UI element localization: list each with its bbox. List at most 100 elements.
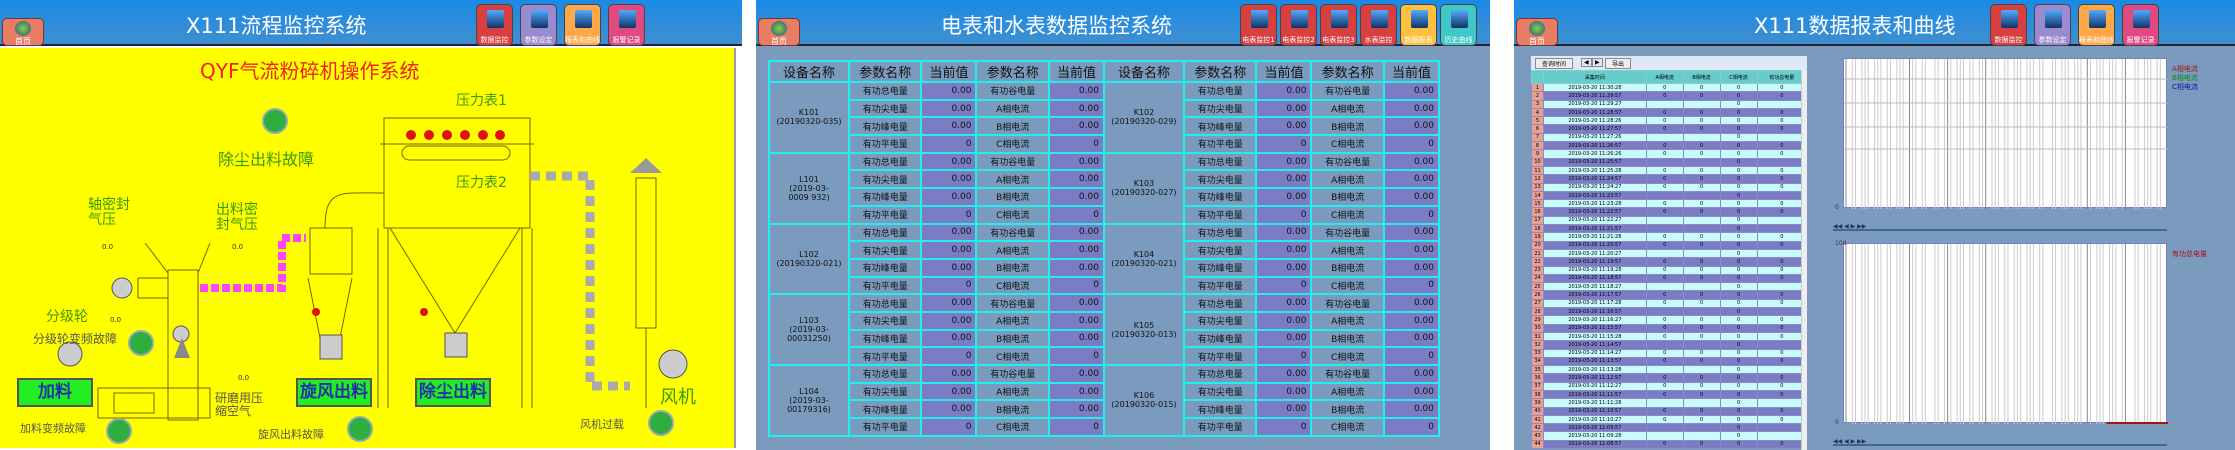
table-row[interactable]: 24 2019-03-20 11:18:57 0 0 0 0 <box>1531 273 1808 284</box>
nav-button-2[interactable]: 报表和曲线 <box>564 4 601 46</box>
table-row[interactable]: 3 2019-03-20 11:29:27 0 <box>1531 99 1808 109</box>
row-number: 2 <box>1531 91 1544 101</box>
nav-button-1[interactable]: 电表监控2 <box>1280 4 1317 46</box>
export-button[interactable]: 导出 <box>1605 58 1632 69</box>
param-name: 有功平电量 <box>847 417 923 437</box>
nav-icon <box>2133 10 2150 28</box>
table-row[interactable]: 41 2019-03-20 11:10:27 0 0 0 0 <box>1531 414 1808 425</box>
table-row[interactable]: 1 2019-03-20 11:30:28 0 0 0 0 <box>1531 82 1808 93</box>
table-row[interactable]: 8 2019-03-20 11:26:57 0 0 0 0 <box>1531 141 1808 151</box>
row-number: 21 <box>1531 248 1544 259</box>
chart-navigation-bar[interactable]: ◀◀ ◀ ▶ ▶▶ <box>1833 438 2167 446</box>
table-row[interactable]: 11 2019-03-20 11:25:28 0 0 0 0 <box>1531 165 1808 176</box>
row-number: 25 <box>1531 282 1544 292</box>
nav-button-0[interactable]: 电表监控1 <box>1240 4 1277 46</box>
table-row[interactable]: 38 2019-03-20 11:11:57 0 0 0 0 <box>1531 389 1808 400</box>
nav-button-label: 电表监控1 <box>1242 36 1275 44</box>
table-row[interactable]: 10 2019-03-20 11:25:57 0 <box>1531 157 1808 167</box>
table-row[interactable]: 4 2019-03-20 11:28:57 0 0 0 0 <box>1531 107 1808 118</box>
table-row[interactable]: 19 2019-03-20 11:21:28 0 0 0 0 <box>1531 232 1808 242</box>
nav-button-3[interactable]: 水表监控 <box>1360 4 1397 46</box>
table-row[interactable]: 5 2019-03-20 11:28:26 0 0 0 0 <box>1531 116 1808 126</box>
row-number: 11 <box>1531 165 1544 176</box>
nav-icon <box>531 10 548 28</box>
param-name: 有功总电量 <box>847 293 923 313</box>
column-header[interactable]: 采集时间 <box>1543 70 1647 84</box>
home-button[interactable]: 首页 <box>1516 18 1558 46</box>
table-row[interactable]: 21 2019-03-20 11:20:27 0 <box>1531 248 1808 259</box>
table-row[interactable]: 33 2019-03-20 11:14:27 0 0 0 0 <box>1531 348 1808 358</box>
column-header[interactable]: A相电流 <box>1645 70 1684 84</box>
nav-button-label: 参数设定 <box>2038 36 2067 44</box>
table-row[interactable]: 14 2019-03-20 11:23:57 0 <box>1531 190 1808 201</box>
table-row[interactable]: 43 2019-03-20 11:09:28 0 <box>1531 431 1808 441</box>
table-row[interactable]: 42 2019-03-20 11:09:57 0 <box>1531 423 1808 433</box>
query-time-button[interactable]: 查询时间 <box>1535 58 1574 69</box>
table-row[interactable]: 28 2019-03-20 11:16:57 0 <box>1531 306 1808 317</box>
nav-button-0[interactable]: 数据监控 <box>476 4 513 46</box>
nav-button-1[interactable]: 参数设定 <box>2034 4 2071 46</box>
table-row[interactable]: 39 2019-03-20 11:11:28 0 <box>1531 398 1808 408</box>
chart-navigation-bar[interactable]: ◀◀ ◀ ▶ ▶▶ <box>1833 223 2167 231</box>
table-row[interactable]: 36 2019-03-20 11:12:57 0 0 0 0 <box>1531 373 1808 383</box>
table-cell: 2019-03-20 11:09:28 <box>1543 431 1647 441</box>
table-row[interactable]: 30 2019-03-20 11:15:57 0 0 0 0 <box>1531 323 1808 333</box>
dust-outlet-button[interactable]: 除尘出料 <box>415 378 491 407</box>
param-name: 有功峰电量 <box>1182 328 1258 349</box>
table-row[interactable]: 31 2019-03-20 11:15:28 0 0 0 0 <box>1531 331 1808 342</box>
param-value: 0.00 <box>1047 364 1105 384</box>
table-row[interactable]: 6 2019-03-20 11:27:57 0 0 0 0 <box>1531 124 1808 134</box>
table-row[interactable]: 17 2019-03-20 11:22:27 0 <box>1531 215 1808 226</box>
nav-button-3[interactable]: 报警记录 <box>2122 4 2159 46</box>
param-name: B相电流 <box>975 257 1050 278</box>
cyclone-outlet-button[interactable]: 旋风出料 <box>296 378 372 407</box>
nav-button-4[interactable]: 数据报表 <box>1400 4 1437 46</box>
table-row[interactable]: 37 2019-03-20 11:12:27 0 0 0 0 <box>1531 381 1808 392</box>
table-cell <box>1756 99 1808 109</box>
table-row[interactable]: 9 2019-03-20 11:26:26 0 0 0 0 <box>1531 149 1808 159</box>
home-button[interactable]: 首页 <box>2 18 44 46</box>
table-row[interactable]: 13 2019-03-20 11:24:27 0 0 0 0 <box>1531 182 1808 192</box>
table-row[interactable]: 44 2019-03-20 11:08:57 0 0 0 0 <box>1531 439 1808 450</box>
param-name: 有功尖电量 <box>847 310 923 331</box>
prev-button[interactable]: ◀ <box>1581 58 1592 67</box>
table-row[interactable]: 27 2019-03-20 11:17:28 0 0 0 0 <box>1531 298 1808 309</box>
table-row[interactable]: 12 2019-03-20 11:24:57 0 0 0 0 <box>1531 174 1808 184</box>
table-row[interactable]: 25 2019-03-20 11:18:27 0 <box>1531 282 1808 292</box>
table-row[interactable]: 7 2019-03-20 11:27:26 0 <box>1531 132 1808 143</box>
param-value: 0 <box>1382 417 1441 437</box>
table-row[interactable]: 40 2019-03-20 11:10:57 0 0 0 0 <box>1531 406 1808 416</box>
nav-button-1[interactable]: 参数设定 <box>520 4 557 46</box>
feed-button[interactable]: 加料 <box>17 378 93 407</box>
home-button[interactable]: 首页 <box>758 18 800 46</box>
nav-icon <box>2045 10 2062 28</box>
table-row[interactable]: 15 2019-03-20 11:23:28 0 0 0 0 <box>1531 199 1808 209</box>
table-row[interactable]: 2 2019-03-20 11:29:57 0 0 0 0 <box>1531 91 1808 101</box>
table-row[interactable]: 32 2019-03-20 11:14:57 0 <box>1531 340 1808 350</box>
row-number: 18 <box>1531 224 1544 234</box>
nav-button-5[interactable]: 历史曲线 <box>1440 4 1477 46</box>
table-row[interactable]: 16 2019-03-20 11:22:57 0 0 0 0 <box>1531 207 1808 217</box>
column-header[interactable]: B相电流 <box>1682 70 1721 84</box>
table-row[interactable]: 23 2019-03-20 11:19:28 0 0 0 0 <box>1531 265 1808 275</box>
table-cell: 0 <box>1645 290 1684 300</box>
table-row[interactable]: 35 2019-03-20 11:13:28 0 <box>1531 365 1808 375</box>
table-row[interactable]: 20 2019-03-20 11:20:57 0 0 0 0 <box>1531 240 1808 250</box>
table-row[interactable]: 22 2019-03-20 11:19:57 0 0 0 0 <box>1531 257 1808 267</box>
nav-button-2[interactable]: 报表和曲线 <box>2078 4 2115 46</box>
table-row[interactable]: 26 2019-03-20 11:17:57 0 0 0 0 <box>1531 290 1808 300</box>
column-header[interactable]: C相电流 <box>1719 70 1758 84</box>
table-cell: 2019-03-20 11:08:57 <box>1543 439 1647 450</box>
table-cell: 0 <box>1682 348 1721 358</box>
column-header[interactable]: 有功总电量 <box>1756 70 1808 84</box>
nav-button-3[interactable]: 报警记录 <box>608 4 645 46</box>
table-scrollbar[interactable] <box>1801 70 1807 450</box>
nav-button-label: 电表监控2 <box>1282 36 1315 44</box>
table-row[interactable]: 34 2019-03-20 11:13:57 0 0 0 0 <box>1531 356 1808 367</box>
nav-button-0[interactable]: 数据监控 <box>1990 4 2027 46</box>
table-row[interactable]: 18 2019-03-20 11:21:57 0 <box>1531 224 1808 234</box>
nav-button-2[interactable]: 电表监控3 <box>1320 4 1357 46</box>
dust-fault-indicator <box>262 108 288 134</box>
table-row[interactable]: 29 2019-03-20 11:16:27 0 0 0 0 <box>1531 315 1808 325</box>
next-button[interactable]: ▶ <box>1592 58 1603 67</box>
